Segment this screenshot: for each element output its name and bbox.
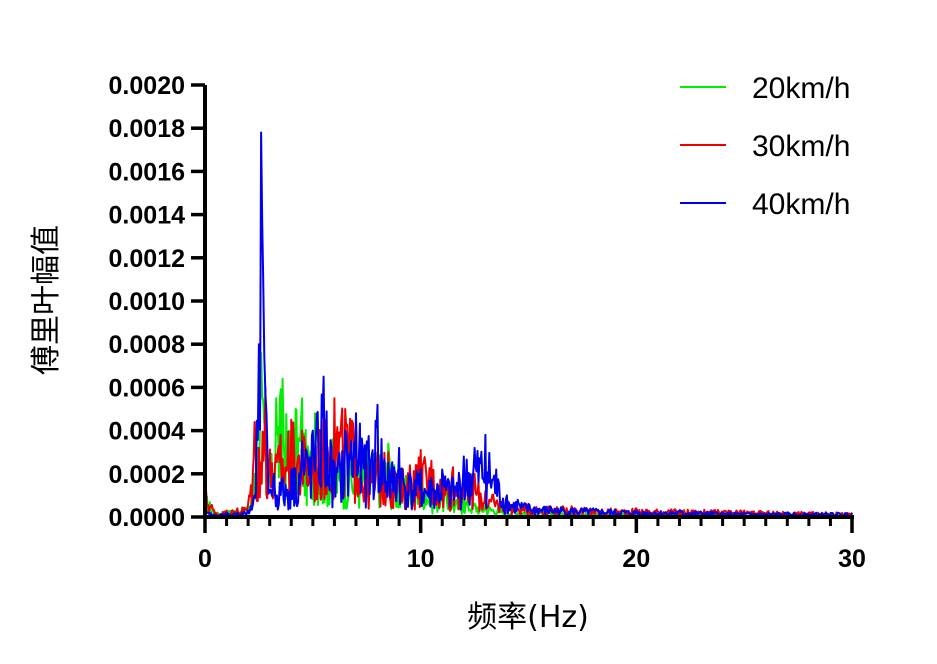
y-tick-label: 0.0008 [109, 331, 186, 359]
legend: 20km/h 30km/h 40km/h [680, 72, 850, 221]
y-tick-label: 0.0000 [109, 504, 185, 532]
ticks-layer: 0.0000 0.0002 0.0004 0.0006 0.0008 0.0010 0.00… [109, 72, 866, 573]
legend-label-40km-h: 40km/h [752, 188, 850, 221]
x-tick-label: 0 [198, 545, 212, 573]
y-tick-label: 0.0006 [109, 374, 185, 402]
x-tick-label: 10 [407, 545, 435, 573]
x-tick-label: 20 [622, 545, 650, 573]
y-axis-title: 傅里叶幅值 [29, 225, 64, 375]
y-tick-label: 0.0014 [109, 202, 186, 230]
x-tick-label: 30 [838, 545, 866, 573]
series-line-40km-h [204, 131, 853, 518]
y-tick-label: 0.0002 [109, 461, 185, 489]
legend-label-30km-h: 30km/h [752, 130, 850, 163]
legend-label-20km-h: 20km/h [752, 72, 850, 105]
y-tick-label: 0.0018 [109, 115, 186, 143]
y-tick-label: 0.0012 [109, 245, 185, 273]
y-tick-label: 0.0020 [109, 72, 185, 100]
x-axis-title: 频率(Hz) [467, 600, 589, 635]
series-layer [204, 131, 853, 518]
y-tick-label: 0.0010 [109, 288, 185, 316]
y-tick-label: 0.0004 [109, 418, 186, 446]
y-tick-label: 0.0016 [109, 158, 185, 186]
